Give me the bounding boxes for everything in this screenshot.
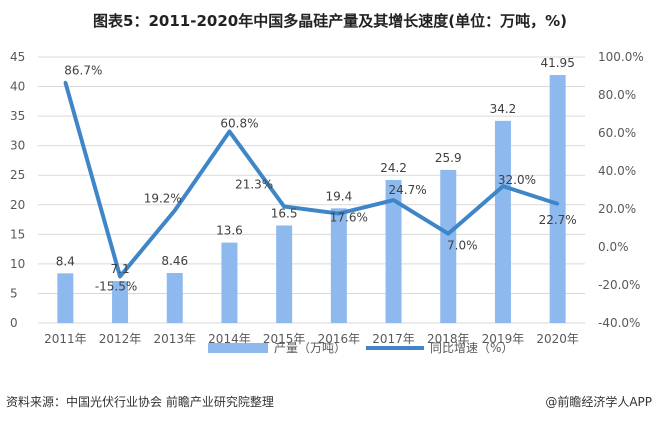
line-point bbox=[446, 232, 450, 236]
line-point bbox=[392, 198, 396, 202]
line-value-label: 7.0% bbox=[447, 239, 478, 253]
legend-bar-label: 产量（万吨） bbox=[274, 341, 346, 355]
left-tick-label: 40 bbox=[10, 80, 25, 94]
bar bbox=[166, 272, 183, 323]
bar-value-label: 41.95 bbox=[540, 56, 574, 70]
line-value-label: 86.7% bbox=[64, 63, 102, 77]
bar-value-label: 13.6 bbox=[216, 224, 243, 238]
x-tick-label: 2017年 bbox=[372, 332, 415, 346]
chart-title: 图表5：2011-2020年中国多晶硅产量及其增长速度(单位：万吨，%) bbox=[93, 12, 567, 30]
bar bbox=[494, 120, 511, 323]
right-tick-label: 40.0% bbox=[598, 164, 636, 178]
x-tick-label: 2018年 bbox=[427, 332, 470, 346]
line-point bbox=[173, 209, 177, 213]
line-point bbox=[227, 129, 231, 133]
legend-bar-swatch bbox=[208, 343, 268, 353]
line-value-label: 21.3% bbox=[235, 178, 273, 192]
left-tick-label: 5 bbox=[10, 286, 18, 300]
bar bbox=[276, 225, 293, 323]
left-tick-label: 15 bbox=[10, 227, 25, 241]
bar-value-label: 16.5 bbox=[271, 206, 298, 220]
right-tick-label: -20.0% bbox=[598, 278, 640, 292]
bar bbox=[57, 273, 74, 323]
left-tick-label: 10 bbox=[10, 257, 25, 271]
growth-line bbox=[63, 81, 559, 279]
line-value-label: -15.5% bbox=[95, 279, 137, 293]
x-tick-label: 2016年 bbox=[318, 332, 361, 346]
line-value-label: 60.8% bbox=[220, 116, 258, 130]
legend-line-label: 同比增速（%） bbox=[430, 341, 513, 355]
x-tick-label: 2020年 bbox=[536, 332, 579, 346]
x-tick-label: 2011年 bbox=[44, 332, 87, 346]
bar bbox=[549, 75, 566, 323]
left-tick-label: 0 bbox=[10, 316, 18, 330]
right-tick-label: 60.0% bbox=[598, 126, 636, 140]
bar bbox=[330, 208, 347, 323]
x-tick-label: 2015年 bbox=[263, 332, 306, 346]
left-tick-label: 45 bbox=[10, 50, 25, 64]
left-tick-label: 25 bbox=[10, 168, 25, 182]
bar-value-label: 8.46 bbox=[161, 254, 188, 268]
source-note: 资料来源：中国光伏行业协会 前瞻产业研究院整理 bbox=[6, 395, 274, 409]
bar-value-label: 34.2 bbox=[490, 102, 517, 116]
x-tick-label: 2013年 bbox=[153, 332, 196, 346]
line-point bbox=[63, 80, 67, 84]
line-value-label: 32.0% bbox=[498, 173, 536, 187]
line-value-label: 19.2% bbox=[144, 192, 182, 206]
left-tick-label: 30 bbox=[10, 139, 25, 153]
x-tick-label: 2012年 bbox=[99, 332, 142, 346]
line-point bbox=[118, 274, 122, 278]
line-value-label: 17.6% bbox=[330, 211, 368, 225]
bar bbox=[440, 169, 457, 323]
left-tick-label: 35 bbox=[10, 109, 25, 123]
right-tick-label: 80.0% bbox=[598, 88, 636, 102]
right-tick-label: -40.0% bbox=[598, 316, 640, 330]
bar-value-label: 7.1 bbox=[111, 262, 130, 276]
bar bbox=[385, 179, 402, 323]
bar-value-label: 24.2 bbox=[380, 161, 407, 175]
left-tick-label: 20 bbox=[10, 198, 25, 212]
line-value-label: 22.7% bbox=[539, 213, 577, 227]
line-point bbox=[282, 205, 286, 209]
line-point bbox=[501, 184, 505, 188]
brand-note: @前瞻经济学人APP bbox=[545, 395, 652, 409]
right-tick-label: 0.0% bbox=[598, 240, 629, 254]
line-value-label: 24.7% bbox=[388, 183, 426, 197]
right-tick-label: 100.0% bbox=[598, 50, 644, 64]
bar-value-label: 8.4 bbox=[56, 254, 75, 268]
bar-value-label: 25.9 bbox=[435, 151, 462, 165]
line-point bbox=[556, 202, 560, 206]
line-point bbox=[337, 212, 341, 216]
x-tick-label: 2014年 bbox=[208, 332, 251, 346]
x-tick-label: 2019年 bbox=[482, 332, 525, 346]
right-tick-label: 20.0% bbox=[598, 202, 636, 216]
bar bbox=[221, 242, 238, 323]
bar bbox=[112, 281, 129, 323]
bar-value-label: 19.4 bbox=[325, 189, 352, 203]
